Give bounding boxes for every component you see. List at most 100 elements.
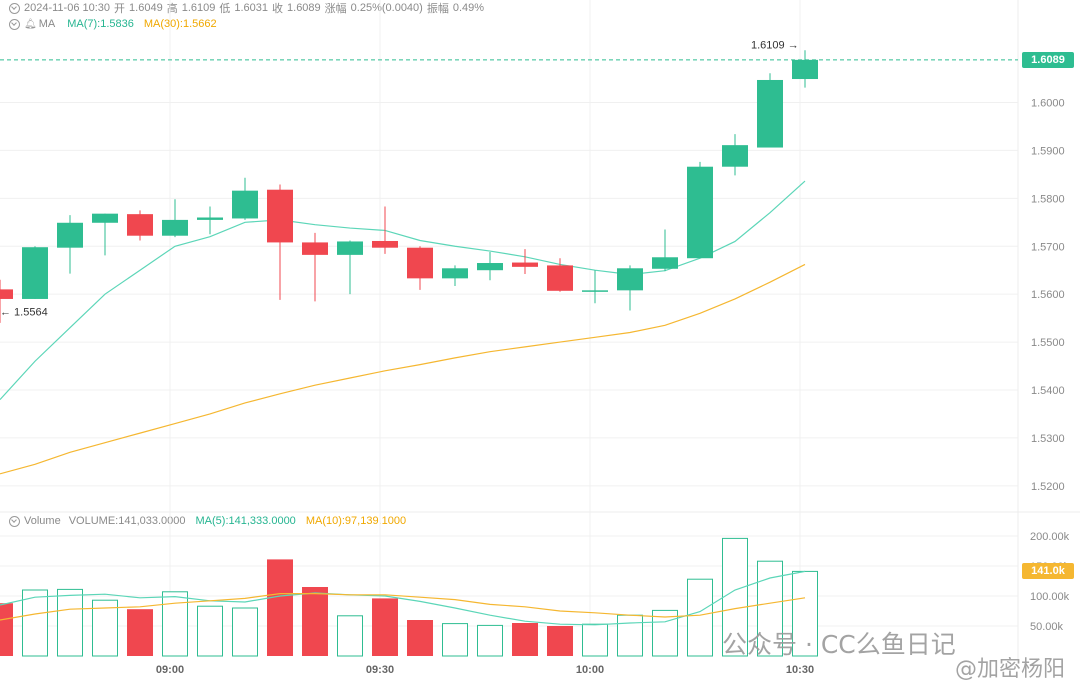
candle-body — [92, 213, 118, 223]
candle-body — [0, 289, 13, 299]
amplitude-value: 0.49% — [452, 2, 485, 14]
bar-datetime: 2024-11-06 10:30 — [24, 2, 111, 14]
candle-body — [547, 265, 573, 291]
volume-bar — [442, 623, 468, 657]
volume-bar — [547, 626, 573, 656]
time-tick-label: 09:30 — [366, 664, 394, 676]
volume-bar — [477, 624, 503, 657]
price-tick-label: 1.5700 — [1031, 241, 1065, 253]
candle-body — [57, 222, 83, 248]
time-tick-label: 10:30 — [786, 664, 814, 676]
candle-body — [127, 214, 153, 236]
candle-body — [442, 268, 468, 279]
volume-ma5-line — [0, 570, 806, 626]
current-volume-tag: 141.0k — [1022, 563, 1074, 580]
candle-body — [687, 166, 713, 259]
open-label: 开 — [114, 3, 126, 15]
watermark-line1: 公众号 · CC么鱼日记 — [722, 630, 956, 659]
candle-body — [372, 240, 398, 248]
candle-body — [267, 189, 293, 243]
candle-body — [617, 268, 643, 291]
candle-body — [582, 290, 608, 292]
low-label: 低 — [219, 3, 231, 15]
volume-tick-label: 200.00k — [1030, 531, 1070, 543]
bell-icon[interactable]: 🔔︎ — [24, 18, 37, 30]
price-tick-label: 1.5600 — [1031, 289, 1065, 301]
ma-legend-name: MA — [38, 18, 56, 30]
ma7-legend: MA(7):1.5836 — [67, 18, 134, 30]
volume-bar — [197, 605, 223, 657]
volume-tick-label: 100.00k — [1030, 591, 1070, 603]
time-tick-label: 09:00 — [156, 664, 184, 676]
volume-bar — [722, 537, 748, 657]
candle-body — [512, 262, 538, 267]
volume-legend-name: Volume — [24, 515, 61, 527]
volume-bar — [337, 615, 363, 657]
candle-body — [232, 190, 258, 219]
ma7-line — [0, 180, 806, 400]
volume-bar — [267, 559, 293, 656]
volume-legend-row: Volume VOLUME:141,033.0000 MA(5):141,333… — [0, 513, 410, 529]
close-label: 收 — [272, 3, 284, 15]
volume-bar — [0, 603, 13, 656]
low-annotation-label: ← 1.5564 — [0, 306, 48, 318]
low-value: 1.6031 — [234, 2, 269, 14]
collapse-chevron-icon[interactable] — [9, 2, 20, 14]
ohlc-info-row: 2024-11-06 10:30 开 1.6049 高 1.6109 低 1.6… — [0, 0, 488, 16]
volume-bar — [372, 598, 398, 656]
ma30-legend: MA(30):1.5662 — [143, 18, 217, 30]
change-value: 0.25%(0.0040) — [350, 2, 423, 14]
high-value: 1.6109 — [181, 2, 216, 14]
candle-body — [197, 217, 223, 220]
volume-bar — [127, 609, 153, 656]
volume-bar — [162, 591, 188, 657]
candle-body — [477, 263, 503, 271]
candle-body — [162, 219, 188, 236]
price-tick-label: 1.6000 — [1031, 98, 1065, 110]
volume-bar — [92, 599, 118, 657]
volume-bar — [232, 607, 258, 657]
volume-bar — [512, 623, 538, 656]
volume-bar — [22, 589, 48, 657]
price-tick-label: 1.5900 — [1031, 145, 1065, 157]
candle-body — [22, 247, 48, 299]
candle-body — [757, 79, 783, 148]
volume-bar — [582, 623, 608, 657]
ma-collapse-icon[interactable] — [9, 18, 20, 30]
price-tick-label: 1.5800 — [1031, 193, 1065, 205]
time-tick-label: 10:00 — [576, 664, 604, 676]
price-tick-label: 1.5300 — [1031, 433, 1065, 445]
open-value: 1.6049 — [129, 2, 163, 14]
ma30-line — [0, 263, 806, 475]
high-annotation-label: 1.6109 → — [751, 39, 799, 51]
volume-value-legend: VOLUME:141,033.0000 — [68, 515, 186, 527]
candle-body — [792, 59, 818, 80]
ma-legend-row: 🔔︎ MA MA(7):1.5836 MA(30):1.5662 — [0, 16, 221, 32]
price-tick-label: 1.5200 — [1031, 481, 1065, 493]
high-label: 高 — [166, 3, 178, 15]
watermark-line2: @加密杨阳 — [955, 657, 1066, 682]
current-price-tag: 1.6089 — [1022, 51, 1074, 68]
volume-ma5-legend: MA(5):141,333.0000 — [195, 515, 296, 527]
change-label: 涨幅 — [324, 3, 347, 15]
candle-body — [337, 241, 363, 255]
price-tick-label: 1.5400 — [1031, 385, 1065, 397]
volume-bar — [617, 614, 643, 657]
price-tick-label: 1.5500 — [1031, 337, 1065, 349]
candle-body — [722, 145, 748, 167]
volume-bar — [652, 609, 678, 657]
volume-bar — [57, 588, 83, 657]
close-value: 1.6089 — [287, 2, 321, 14]
volume-bar — [687, 578, 713, 657]
volume-tick-label: 50.00k — [1030, 621, 1064, 633]
candle-body — [407, 247, 433, 279]
volume-ma10-legend: MA(10):97,139.1000 — [305, 515, 407, 527]
volume-ma10-line — [0, 592, 806, 621]
amplitude-label: 振幅 — [426, 3, 449, 15]
volume-collapse-icon[interactable] — [9, 515, 20, 527]
volume-bar — [302, 587, 328, 656]
candle-body — [652, 257, 678, 269]
candle-body — [302, 242, 328, 255]
volume-bar — [407, 620, 433, 656]
